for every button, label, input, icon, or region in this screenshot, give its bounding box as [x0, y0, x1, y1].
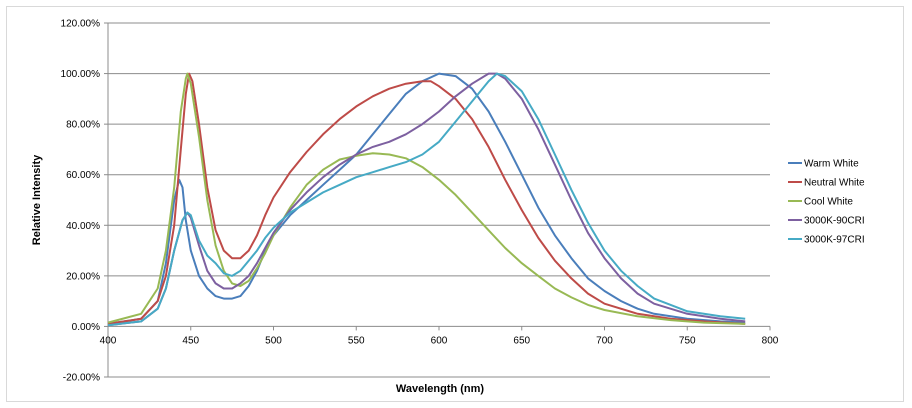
x-axis-title: Wavelength (nm) [396, 383, 485, 395]
legend: Warm White Neutral White Cool White 3000K-9… [788, 159, 865, 246]
tick-labels: -20.00% 0.00% 20.00% 40.00% 60.00% 80.00% 100.… [61, 19, 779, 384]
y-tick-label-0: -20.00% [63, 373, 100, 384]
x-tick-label-0: 400 [100, 335, 117, 346]
y-tick-label-1: 0.00% [72, 322, 100, 333]
legend-label-4: 3000K-97CRI [804, 235, 865, 246]
y-tick-label-4: 60.00% [66, 170, 100, 181]
x-tick-label-7: 750 [679, 335, 696, 346]
chart-frame [6, 6, 904, 402]
legend-label-2: Cool White [804, 197, 853, 208]
series-lines [107, 72, 746, 327]
axes [104, 22, 771, 378]
x-tick-label-3: 550 [348, 335, 365, 346]
legend-label-3: 3000K-90CRI [804, 216, 865, 227]
series-line-3 [107, 72, 746, 327]
legend-label-1: Neutral White [804, 178, 865, 189]
y-tick-label-2: 20.00% [66, 271, 100, 282]
x-tick-label-8: 800 [762, 335, 779, 346]
series-line-1 [107, 72, 746, 325]
x-tick-label-5: 650 [513, 335, 530, 346]
x-tick-label-2: 500 [265, 335, 282, 346]
y-tick-label-7: 120.00% [61, 19, 101, 30]
y-axis-title: Relative Intensity [31, 154, 43, 245]
y-tick-label-5: 80.00% [66, 120, 100, 131]
series-line-2 [107, 72, 746, 325]
series-line-4 [107, 72, 746, 327]
series-line-0 [107, 72, 746, 325]
y-tick-label-3: 40.00% [66, 221, 100, 232]
x-tick-label-4: 600 [431, 335, 448, 346]
legend-label-0: Warm White [804, 159, 859, 170]
x-tick-label-6: 700 [596, 335, 613, 346]
y-tick-label-6: 100.00% [61, 69, 101, 80]
x-tick-label-1: 450 [182, 335, 199, 346]
gridlines [108, 22, 770, 277]
